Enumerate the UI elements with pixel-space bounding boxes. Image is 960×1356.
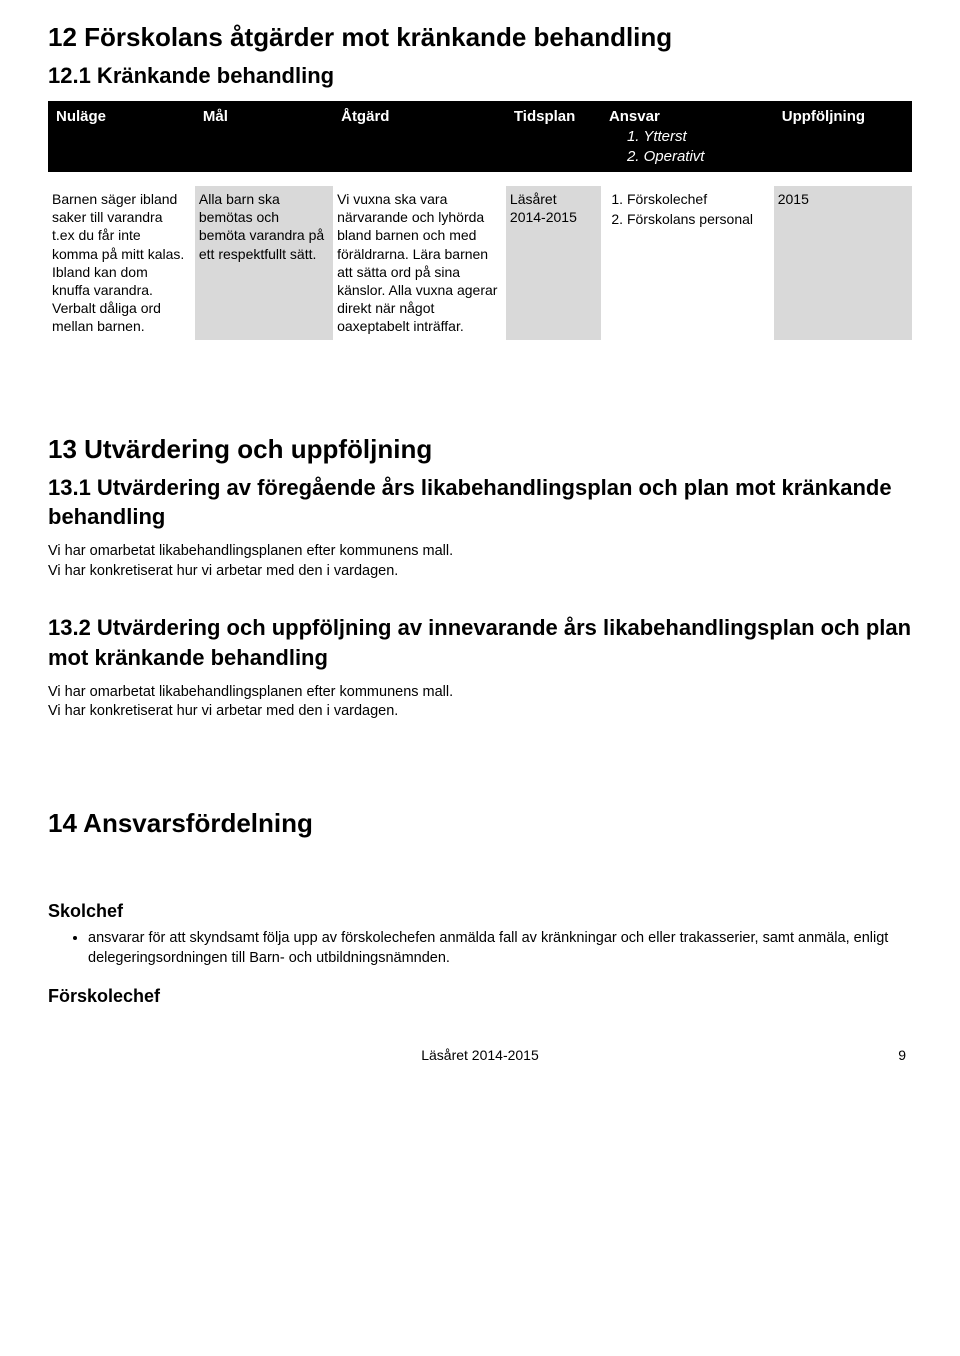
th-ansvar-line1: 1. Ytterst (609, 127, 766, 147)
cell-uppfoljning: 2015 (774, 186, 912, 340)
cell-mal: Alla barn ska bemötas och bemöta varandr… (195, 186, 333, 340)
ansvar-item-1: Förskolechef (627, 190, 766, 208)
th-mal: Mål (195, 101, 333, 172)
table-row: Barnen säger ibland saker till varandra … (48, 186, 912, 340)
table-header: Nuläge Mål Åtgärd Tidsplan Ansvar 1. Ytt… (48, 101, 912, 172)
th-ansvar-line2: 2. Operativt (609, 147, 766, 167)
section-13-1-body: Vi har omarbetat likabehandlingsplanen e… (48, 542, 912, 581)
th-tidsplan: Tidsplan (506, 101, 601, 172)
section-12-1-title: 12.1 Kränkande behandling (48, 61, 912, 91)
role-skolchef-heading: Skolchef (48, 899, 912, 923)
cell-nulage: Barnen säger ibland saker till varandra … (48, 186, 195, 340)
para: Vi har omarbetat likabehandlingsplanen e… (48, 542, 912, 562)
section-13-2-body: Vi har omarbetat likabehandlingsplanen e… (48, 683, 912, 722)
para: Vi har konkretiserat hur vi arbetar med … (48, 562, 912, 582)
th-nulage: Nuläge (48, 101, 195, 172)
table-header-row: Nuläge Mål Åtgärd Tidsplan Ansvar 1. Ytt… (48, 101, 912, 172)
footer-center: Läsåret 2014-2015 (421, 1047, 539, 1063)
th-ansvar-label: Ansvar (609, 108, 660, 125)
role-forskolechef-heading: Förskolechef (48, 984, 912, 1008)
para: Vi har omarbetat likabehandlingsplanen e… (48, 683, 912, 703)
cell-tidsplan: Läsåret 2014-2015 (506, 186, 601, 340)
section-13-1-title: 13.1 Utvärdering av föregående års likab… (48, 473, 912, 532)
footer-page-number: 9 (898, 1046, 906, 1065)
section-13-2-title: 13.2 Utvärdering och uppföljning av inne… (48, 613, 912, 672)
th-atgard: Åtgärd (333, 101, 506, 172)
th-ansvar: Ansvar 1. Ytterst 2. Operativt (601, 101, 774, 172)
ansvar-list: Förskolechef Förskolans personal (605, 190, 766, 228)
cell-atgard: Vi vuxna ska vara närvarande och lyhörda… (333, 186, 506, 340)
section-12-title: 12 Förskolans åtgärder mot kränkande beh… (48, 20, 912, 55)
section-14-title: 14 Ansvarsfördelning (48, 806, 912, 841)
list-item: ansvarar för att skyndsamt följa upp av … (88, 929, 912, 968)
th-uppfoljning: Uppföljning (774, 101, 912, 172)
section-13-title: 13 Utvärdering och uppföljning (48, 432, 912, 467)
table-body: Barnen säger ibland saker till varandra … (48, 186, 912, 340)
cell-ansvar: Förskolechef Förskolans personal (601, 186, 774, 340)
page-footer: Läsåret 2014-2015 9 (48, 1046, 912, 1065)
role-skolchef-list: ansvarar för att skyndsamt följa upp av … (48, 929, 912, 968)
ansvar-item-2: Förskolans personal (627, 210, 766, 228)
para: Vi har konkretiserat hur vi arbetar med … (48, 702, 912, 722)
